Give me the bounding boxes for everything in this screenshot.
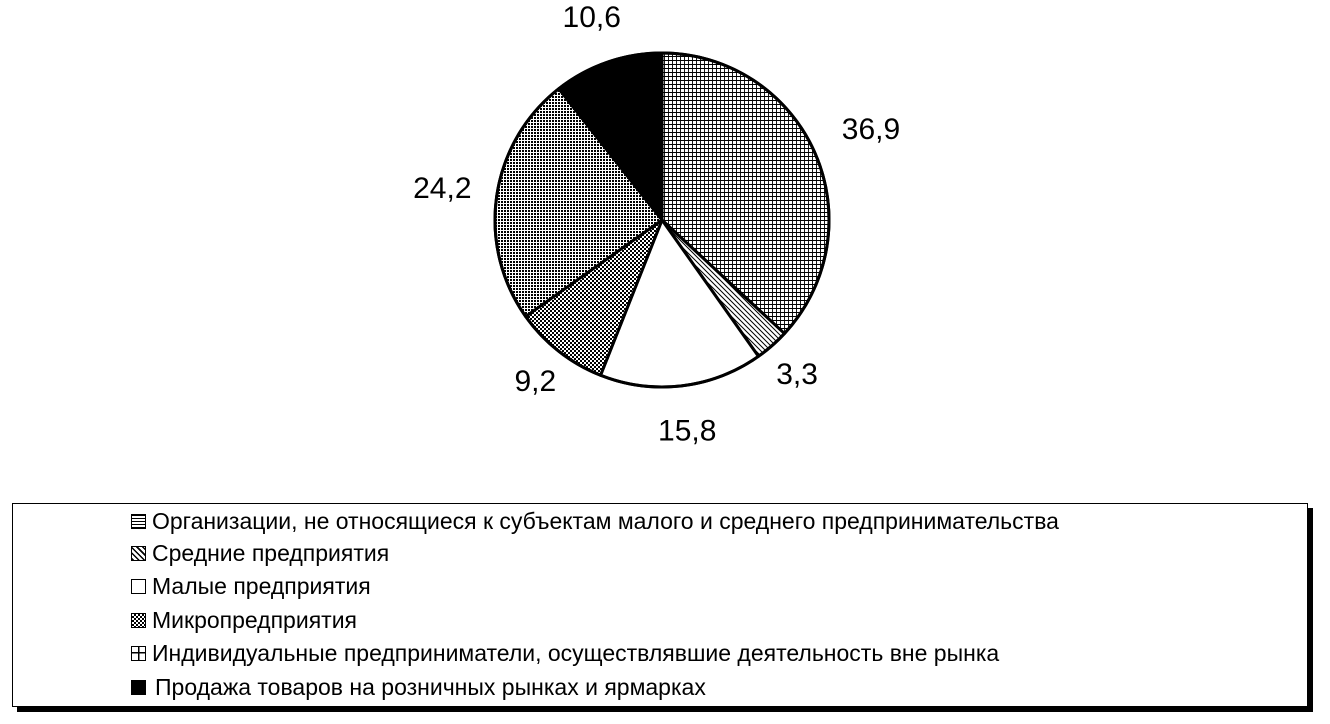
legend-swatch-checker-icon (131, 612, 146, 628)
legend-item: Продажа товаров на розничных рынках и яр… (131, 672, 706, 702)
legend-swatch-white-icon (131, 578, 146, 594)
legend-label: Микропредприятия (152, 606, 357, 633)
pie-data-label: 15,8 (658, 414, 716, 447)
pie-chart-svg: 36,9 3,3 15,8 9,2 24,2 10,6 (413, 1, 900, 448)
legend-swatch-black-icon (131, 679, 146, 695)
legend-swatch-dense-grid-icon (131, 513, 146, 529)
pie-data-label: 10,6 (563, 1, 621, 34)
legend-item: Организации, не относящиеся к субъектам … (131, 506, 1059, 536)
legend-item: Индивидуальные предприниматели, осуществ… (131, 638, 999, 668)
legend-label: Организации, не относящиеся к субъектам … (152, 507, 1059, 534)
legend-item: Микропредприятия (131, 605, 357, 635)
pie-data-label: 24,2 (413, 172, 471, 205)
legend-label: Средние предприятия (152, 539, 390, 566)
pie-data-labels: 36,9 3,3 15,8 9,2 24,2 10,6 (413, 1, 900, 448)
pie-data-label: 36,9 (842, 113, 900, 146)
legend-label: Индивидуальные предприниматели, осуществ… (152, 639, 1000, 666)
legend-label: Продажа товаров на розничных рынках и яр… (155, 673, 706, 700)
legend-label: Малые предприятия (152, 572, 371, 599)
legend-swatch-medium-grid-icon (131, 645, 146, 661)
pie-data-label: 9,2 (514, 365, 556, 398)
legend: Организации, не относящиеся к субъектам … (12, 503, 1308, 707)
pie-outline (493, 51, 831, 389)
pie-data-label: 3,3 (776, 358, 818, 391)
legend-item: Малые предприятия (131, 571, 371, 601)
legend-swatch-diagonal-icon (131, 545, 146, 561)
pie-slices (493, 51, 831, 389)
legend-item: Средние предприятия (131, 538, 389, 568)
